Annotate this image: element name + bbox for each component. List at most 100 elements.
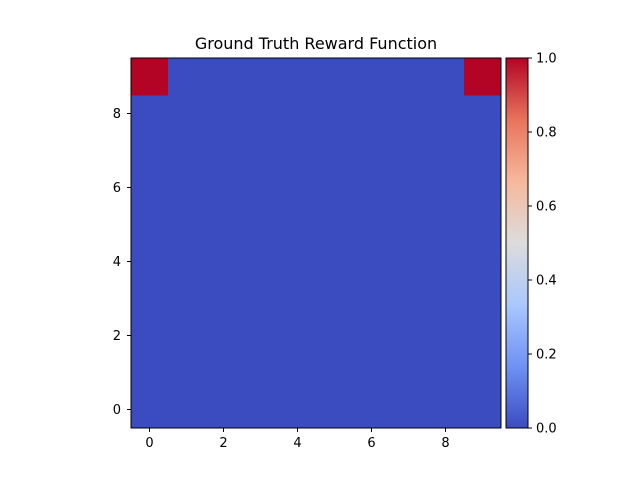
heatmap-cell xyxy=(390,354,428,392)
heatmap-cell xyxy=(131,132,169,170)
heatmap-cell xyxy=(427,354,465,392)
heatmap-cell xyxy=(279,206,317,244)
heatmap-cell xyxy=(168,95,206,133)
colorbar-gradient xyxy=(506,58,528,428)
y-tick-label: 4 xyxy=(113,255,121,270)
heatmap-cell xyxy=(353,280,391,318)
heatmap-cell xyxy=(464,95,502,133)
heatmap-cell xyxy=(205,132,243,170)
heatmap-cell xyxy=(279,95,317,133)
heatmap-cell xyxy=(168,58,206,96)
x-tick-label: 6 xyxy=(367,436,375,451)
heatmap-cell xyxy=(242,169,280,207)
y-axis: 0 2 4 6 8 xyxy=(113,107,131,418)
heatmap-cell xyxy=(205,95,243,133)
heatmap-cell xyxy=(131,206,169,244)
heatmap-cell xyxy=(131,317,169,355)
heatmap-cell xyxy=(279,280,317,318)
colorbar-ticks: 0.0 0.2 0.4 0.6 0.8 1.0 xyxy=(528,52,557,437)
x-tick-label: 2 xyxy=(219,436,227,451)
heatmap-cell xyxy=(353,391,391,429)
heatmap-cell xyxy=(205,169,243,207)
heatmap-cell xyxy=(390,317,428,355)
heatmap-cell xyxy=(316,206,354,244)
heatmap-cell xyxy=(131,169,169,207)
y-tick-label: 8 xyxy=(113,107,121,122)
colorbar: 0.0 0.2 0.4 0.6 0.8 1.0 xyxy=(505,52,557,437)
heatmap-cell xyxy=(427,206,465,244)
heatmap-cell xyxy=(242,317,280,355)
x-axis: 0 2 4 6 8 xyxy=(145,428,450,451)
heatmap-cell xyxy=(316,354,354,392)
heatmap-cell xyxy=(316,58,354,96)
heatmap-cell xyxy=(390,391,428,429)
heatmap-cell xyxy=(464,317,502,355)
heatmap-cell xyxy=(353,95,391,133)
heatmap-cell xyxy=(427,317,465,355)
heatmap-cell xyxy=(205,206,243,244)
heatmap-cell xyxy=(464,391,502,429)
colorbar-tick-label: 0.4 xyxy=(536,274,557,289)
heatmap-cell xyxy=(427,169,465,207)
heatmap-cell xyxy=(205,317,243,355)
heatmap-cell xyxy=(427,132,465,170)
heatmap-cell xyxy=(316,95,354,133)
heatmap-cell xyxy=(353,317,391,355)
heatmap-cell xyxy=(390,280,428,318)
heatmap-cells xyxy=(131,58,502,429)
heatmap-cell xyxy=(168,354,206,392)
heatmap-cell xyxy=(242,354,280,392)
heatmap-cell xyxy=(168,206,206,244)
heatmap-cell xyxy=(242,132,280,170)
heatmap-cell xyxy=(316,280,354,318)
heatmap-cell xyxy=(131,243,169,281)
x-tick-label: 0 xyxy=(145,436,153,451)
heatmap-cell xyxy=(353,132,391,170)
heatmap-cell xyxy=(131,95,169,133)
colorbar-tick-label: 0.0 xyxy=(536,422,557,437)
colorbar-frame xyxy=(505,57,529,429)
y-tick-label: 0 xyxy=(113,403,121,418)
heatmap-cell xyxy=(353,243,391,281)
heatmap-cell xyxy=(279,354,317,392)
heatmap-cell xyxy=(131,354,169,392)
heatmap-cell xyxy=(205,58,243,96)
heatmap-cell xyxy=(168,243,206,281)
heatmap-cell xyxy=(316,169,354,207)
heatmap-cell xyxy=(390,169,428,207)
colorbar-tick-label: 0.8 xyxy=(536,126,557,141)
heatmap-cell xyxy=(131,58,169,96)
heatmap-cell xyxy=(390,58,428,96)
colorbar-tick-label: 0.6 xyxy=(536,200,557,215)
chart-title: Ground Truth Reward Function xyxy=(195,34,437,53)
heatmap-cell xyxy=(464,169,502,207)
x-tick-label: 8 xyxy=(441,436,449,451)
heatmap-cell xyxy=(242,95,280,133)
x-tick-label: 4 xyxy=(293,436,301,451)
heatmap-cell xyxy=(242,391,280,429)
heatmap-cell xyxy=(242,206,280,244)
heatmap-cell xyxy=(168,169,206,207)
heatmap-cell xyxy=(279,243,317,281)
heatmap-cell xyxy=(427,243,465,281)
heatmap-cell xyxy=(205,280,243,318)
heatmap-cell xyxy=(353,169,391,207)
heatmap-cell xyxy=(427,280,465,318)
y-tick-label: 2 xyxy=(113,329,121,344)
heatmap-cell xyxy=(316,132,354,170)
heatmap-cell xyxy=(205,391,243,429)
heatmap-cell xyxy=(464,280,502,318)
colorbar-tick-label: 0.2 xyxy=(536,348,557,363)
heatmap-cell xyxy=(279,58,317,96)
heatmap-cell xyxy=(168,280,206,318)
heatmap-cell xyxy=(168,317,206,355)
heatmap-cell xyxy=(279,317,317,355)
heatmap-cell xyxy=(464,243,502,281)
heatmap-cell xyxy=(168,132,206,170)
heatmap-cell xyxy=(390,95,428,133)
heatmap-cell xyxy=(390,206,428,244)
heatmap-cell xyxy=(390,243,428,281)
heatmap-cell xyxy=(427,58,465,96)
heatmap-cell xyxy=(131,280,169,318)
